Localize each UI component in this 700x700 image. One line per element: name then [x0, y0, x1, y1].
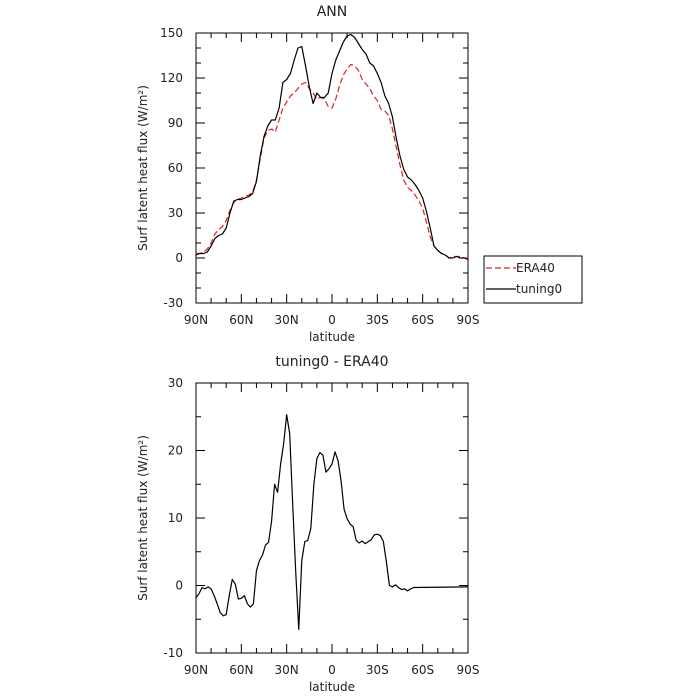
chart-panel-2: tuning0 - ERA40 90N 60N 30N 0 30S 60S 90S -10 0 10… — [136, 354, 479, 694]
x-tick-label: 90N — [184, 663, 208, 677]
x-tick-label: 30S — [366, 663, 389, 677]
y-tick-label: 150 — [160, 26, 183, 40]
x-tick-label: 60S — [411, 313, 434, 327]
y-tick-label: 90 — [168, 116, 183, 130]
y-tick-label: 10 — [168, 511, 183, 525]
plot-frame — [195, 382, 469, 654]
x-tick-label: 30N — [275, 663, 299, 677]
chart-title: ANN — [317, 4, 348, 20]
x-tick-label: 30N — [275, 313, 299, 327]
series-line-difference — [195, 414, 469, 630]
x-tick-label: 60N — [229, 313, 253, 327]
x-tick-label: 60S — [411, 663, 434, 677]
y-tick-label: 120 — [160, 71, 183, 85]
legend-label-tuning0: tuning0 — [516, 282, 562, 296]
y-tick-label: 0 — [175, 579, 183, 593]
y-tick-label: 60 — [168, 161, 183, 175]
y-tick-label: 30 — [168, 206, 183, 220]
y-tick-label: -30 — [163, 296, 183, 310]
x-tick-label: 0 — [328, 313, 336, 327]
chart-title: tuning0 - ERA40 — [275, 354, 388, 370]
x-axis-label: latitude — [309, 680, 355, 694]
x-axis-label: latitude — [309, 330, 355, 344]
x-tick-label: 60N — [229, 663, 253, 677]
y-tick-label: -10 — [163, 646, 183, 660]
x-tick-label: 90S — [457, 313, 480, 327]
y-axis-label: Surf latent heat flux (W/m²) — [136, 435, 150, 601]
legend-box — [483, 255, 583, 304]
y-tick-label: 30 — [168, 376, 183, 390]
x-tick-label: 90N — [184, 313, 208, 327]
y-axis-label: Surf latent heat flux (W/m²) — [136, 85, 150, 251]
series-line-tuning0 — [195, 33, 469, 261]
series-line-era40 — [196, 63, 468, 259]
x-tick-label: 30S — [366, 313, 389, 327]
x-tick-label: 90S — [457, 663, 480, 677]
y-tick-label: 0 — [175, 251, 183, 265]
legend: ERA40 tuning0 — [483, 255, 583, 304]
legend-label-era40: ERA40 — [516, 261, 555, 275]
x-tick-label: 0 — [328, 663, 336, 677]
chart-panel-1: ANN 90N 60N 30N 0 30S 60S 90S -30 0 30 60 90 120 150 la… — [136, 4, 583, 344]
y-tick-label: 20 — [168, 444, 183, 458]
